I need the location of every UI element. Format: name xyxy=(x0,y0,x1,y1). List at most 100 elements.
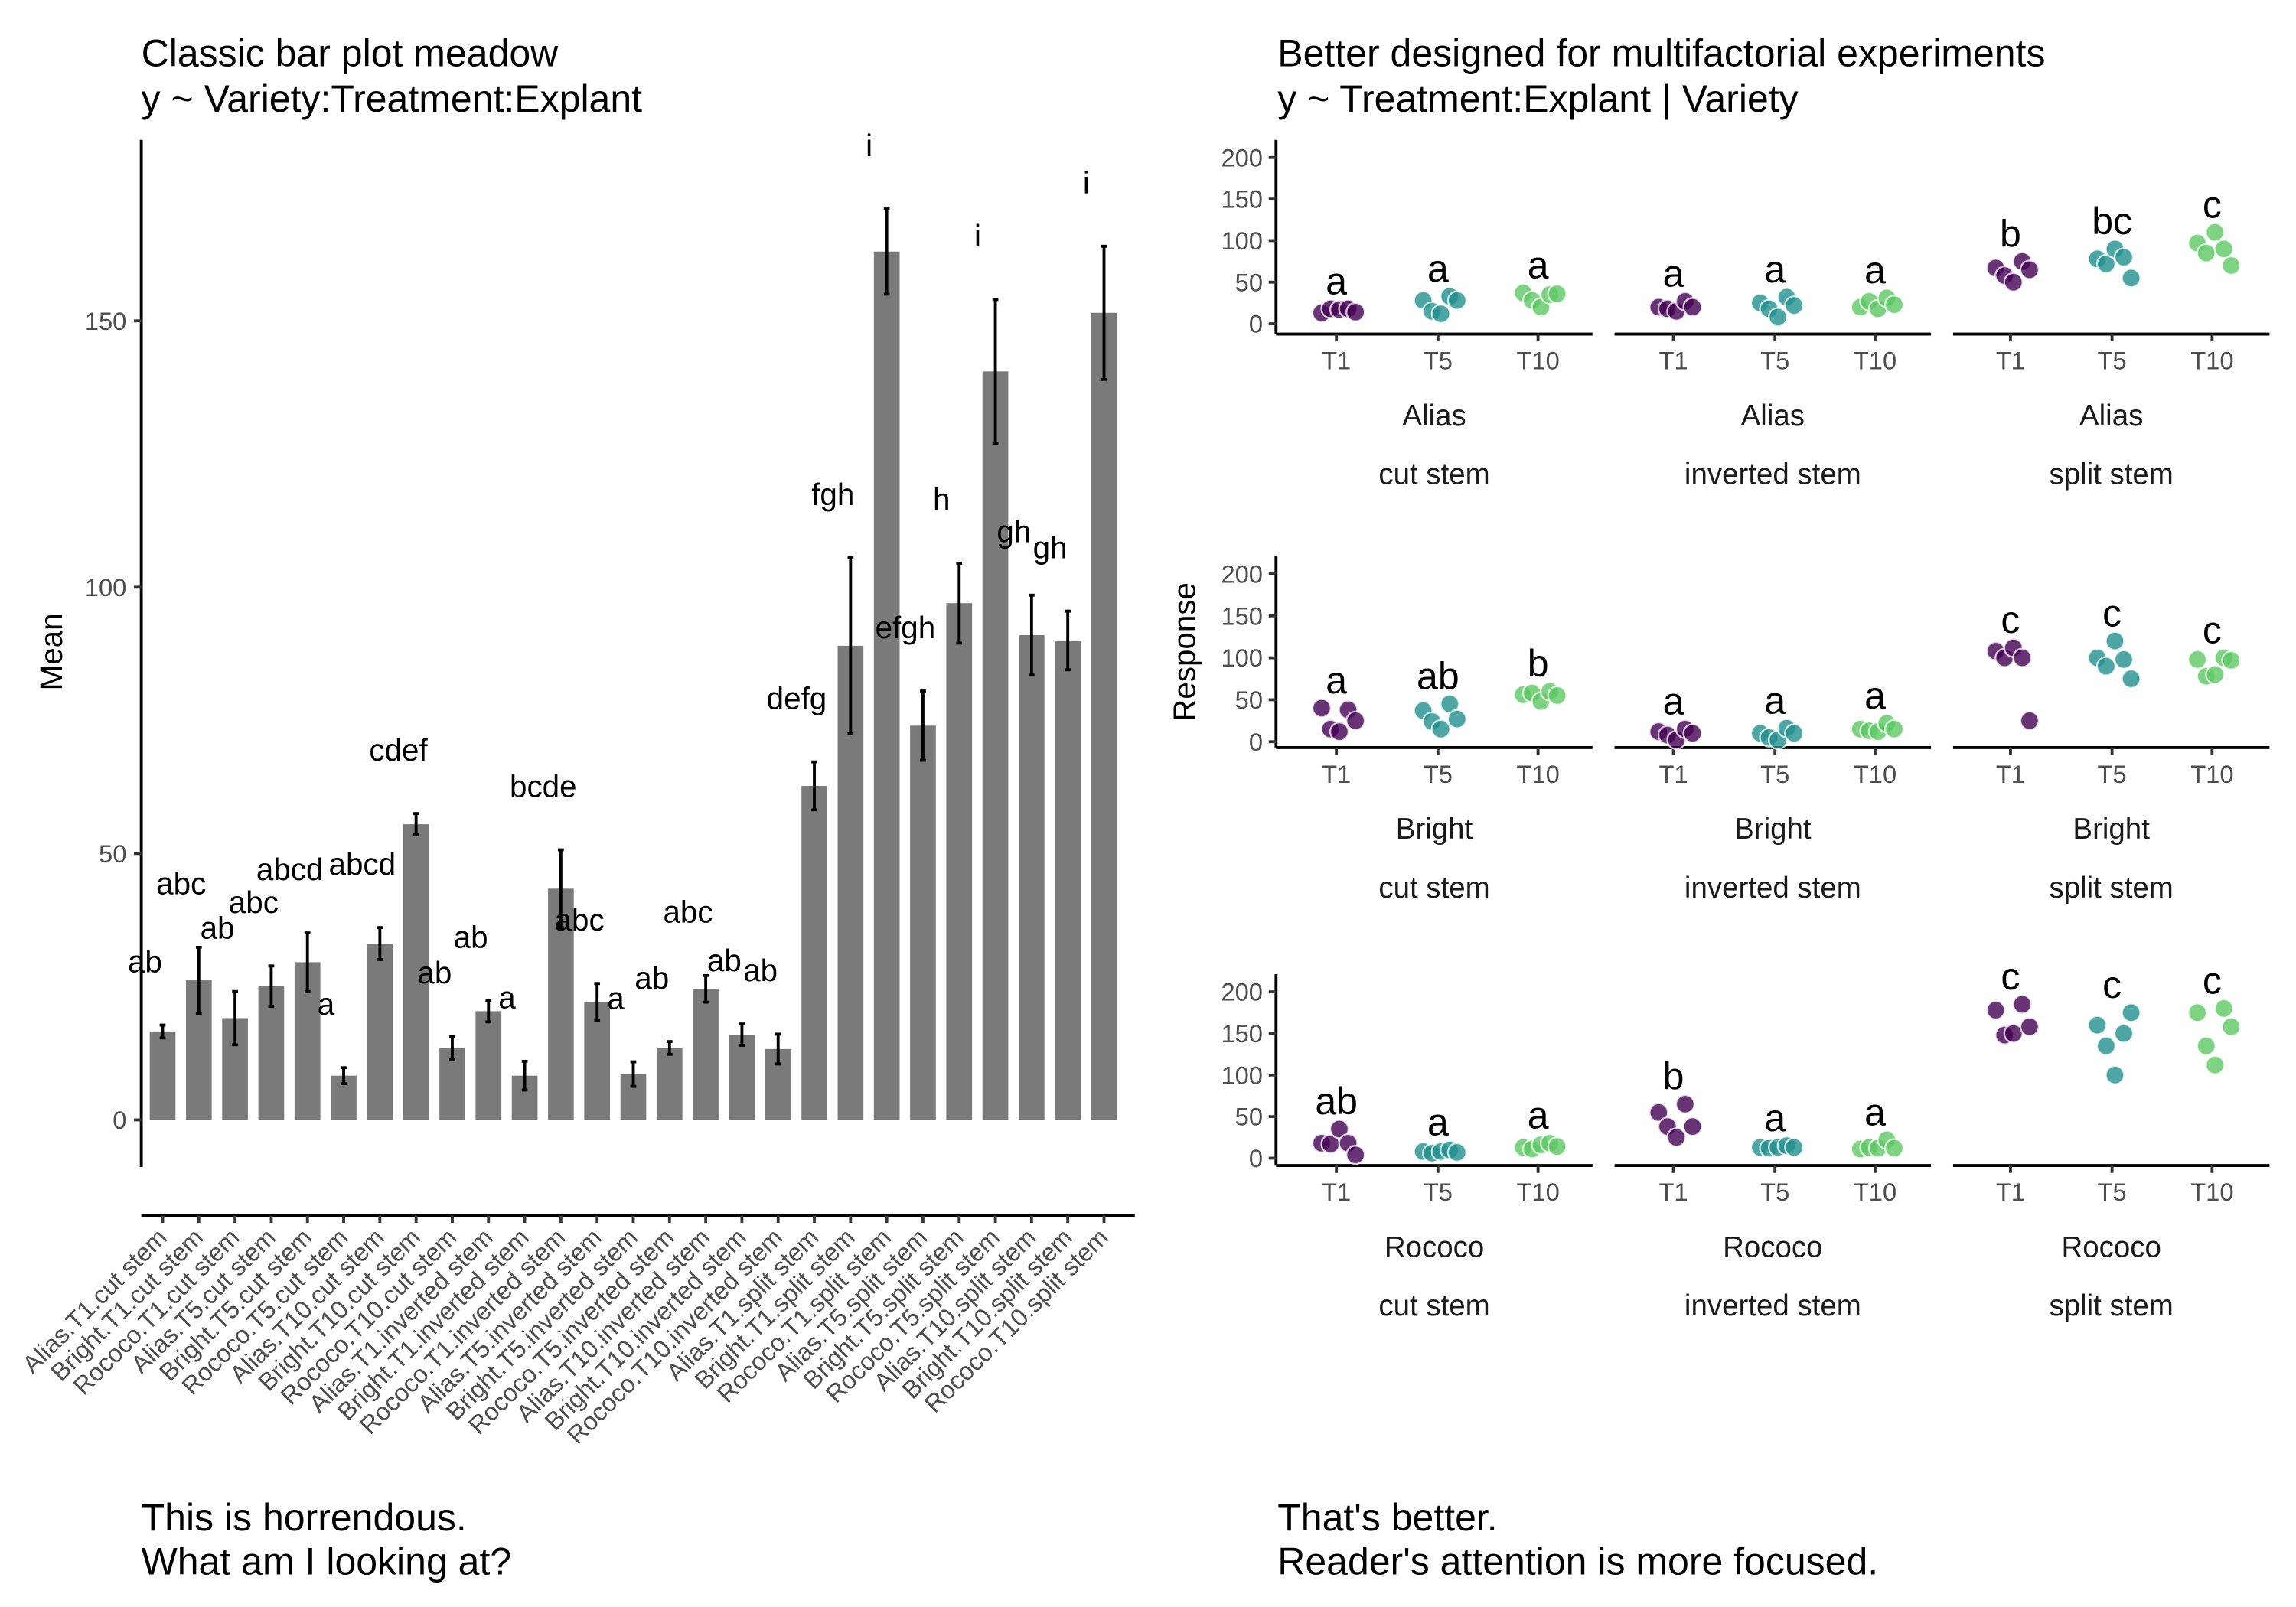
facet-panel: T1 b T5 a T10 a Rococo inverted stem xyxy=(1614,1055,1932,1322)
significance-letter: h xyxy=(933,482,950,517)
data-point xyxy=(1547,283,1567,305)
significance-letter: a xyxy=(1864,249,1886,292)
right-caption-line1: That's better. xyxy=(1277,1496,1497,1539)
data-point xyxy=(2113,247,2135,268)
bar xyxy=(873,251,900,1120)
x-tick-label: T10 xyxy=(2190,347,2233,375)
significance-letter: a xyxy=(1528,244,1549,287)
facet-label-explant: inverted stem xyxy=(1684,1289,1861,1322)
facet-panel: T1 a T5 a T10 a Bright inverted stem xyxy=(1614,674,1932,905)
data-point xyxy=(2196,1035,2216,1056)
y-tick-label: 0 xyxy=(1249,310,1263,338)
y-tick-label: 200 xyxy=(1221,978,1263,1006)
y-tick-label: 100 xyxy=(1221,227,1263,255)
y-tick-label: 150 xyxy=(1221,1019,1263,1048)
significance-letter: a xyxy=(1427,247,1449,290)
facet-label-explant: split stem xyxy=(2049,458,2173,491)
x-tick-label: T1 xyxy=(1322,347,1351,375)
x-tick-label: T1 xyxy=(1658,347,1688,375)
x-tick-label: T10 xyxy=(1516,1178,1559,1206)
facet-label-variety: Rococo xyxy=(2061,1231,2161,1263)
data-point xyxy=(1784,1137,1805,1158)
x-tick-label: T1 xyxy=(1322,760,1351,788)
data-point xyxy=(1345,1145,1366,1165)
data-point xyxy=(2187,1002,2208,1023)
data-point xyxy=(2019,710,2040,731)
left-title-line1: Classic bar plot meadow xyxy=(142,32,559,75)
data-point xyxy=(2213,239,2234,259)
y-axis-title: Mean xyxy=(34,613,69,690)
data-point xyxy=(1883,1138,1905,1159)
left-title-line2: y ~ Variety:Treatment:Explant xyxy=(142,77,643,120)
data-point xyxy=(1985,999,2006,1021)
y-tick-label: 200 xyxy=(1221,560,1263,588)
data-point xyxy=(2087,1015,2108,1035)
data-point xyxy=(2019,259,2040,280)
y-tick-label: 0 xyxy=(1249,1144,1263,1172)
facet-panel: T1 b T5 bc T10 c Alias split stem xyxy=(1952,183,2270,491)
significance-letter: i xyxy=(1083,165,1090,200)
x-tick-label: T1 xyxy=(1322,1178,1351,1206)
data-point xyxy=(1430,303,1451,324)
data-point xyxy=(2012,647,2033,668)
data-point xyxy=(2095,1035,2117,1056)
significance-letter: a xyxy=(1864,674,1886,717)
facet-label-variety: Alias xyxy=(1741,399,1805,432)
x-tick-label: T5 xyxy=(1760,347,1789,375)
facet-label-variety: Rococo xyxy=(1723,1231,1822,1263)
significance-letter: abc xyxy=(229,885,279,920)
data-point xyxy=(2205,664,2226,685)
facet-label-explant: cut stem xyxy=(1378,1289,1489,1322)
data-point xyxy=(1311,698,1332,719)
data-point xyxy=(2095,656,2117,676)
significance-letter: abcd xyxy=(256,852,324,887)
y-tick-label: 150 xyxy=(85,307,127,335)
significance-letter: c xyxy=(2001,955,2020,998)
facet-label-explant: inverted stem xyxy=(1684,458,1861,491)
bar xyxy=(475,1011,502,1120)
data-point xyxy=(2213,998,2234,1019)
facet-label-explant: inverted stem xyxy=(1684,872,1861,905)
facet-panel: T1 c T5 c T10 c Bright split stem xyxy=(1952,592,2270,905)
x-tick-label: T10 xyxy=(2190,1178,2233,1206)
bar xyxy=(1055,640,1081,1120)
data-point xyxy=(1547,1136,1567,1157)
x-tick-label: T1 xyxy=(1658,760,1688,788)
y-tick-label: 50 xyxy=(99,839,126,868)
data-point xyxy=(2113,1023,2135,1044)
facet-panel: 0 50 100 150 200 T1 a T5 a T10 a Alias cut stem xyxy=(1221,139,1593,491)
bar xyxy=(1019,634,1045,1120)
facet-label-variety: Bright xyxy=(2073,813,2150,846)
bar xyxy=(946,603,973,1120)
bar xyxy=(403,824,429,1120)
data-point xyxy=(2012,994,2033,1015)
significance-letter: c xyxy=(2203,960,2222,1002)
significance-letter: i xyxy=(974,218,981,253)
data-point xyxy=(2003,272,2024,292)
significance-letter: bc xyxy=(2092,200,2132,243)
x-tick-label: T10 xyxy=(1854,760,1896,788)
data-point xyxy=(2196,243,2216,263)
x-tick-label: T10 xyxy=(1516,760,1559,788)
x-tick-label: T5 xyxy=(1424,760,1453,788)
y-tick-label: 100 xyxy=(1221,644,1263,672)
significance-letter: a xyxy=(498,980,516,1015)
data-point xyxy=(1784,295,1805,316)
significance-letter: a xyxy=(318,986,335,1022)
data-point xyxy=(2019,1016,2040,1037)
x-tick-label: T10 xyxy=(1854,347,1896,375)
x-tick-label: T10 xyxy=(1854,1178,1896,1206)
significance-letter: a xyxy=(1764,1097,1786,1139)
significance-letter: c xyxy=(2102,592,2122,634)
data-point xyxy=(2187,649,2208,670)
data-point xyxy=(1345,710,1366,731)
data-point xyxy=(1446,290,1467,311)
facet-label-explant: cut stem xyxy=(1378,872,1489,905)
facet-label-variety: Bright xyxy=(1734,813,1812,846)
bar xyxy=(258,986,285,1120)
significance-letter: c xyxy=(2203,183,2222,226)
data-point xyxy=(2221,650,2242,670)
significance-letter: a xyxy=(1663,253,1684,295)
